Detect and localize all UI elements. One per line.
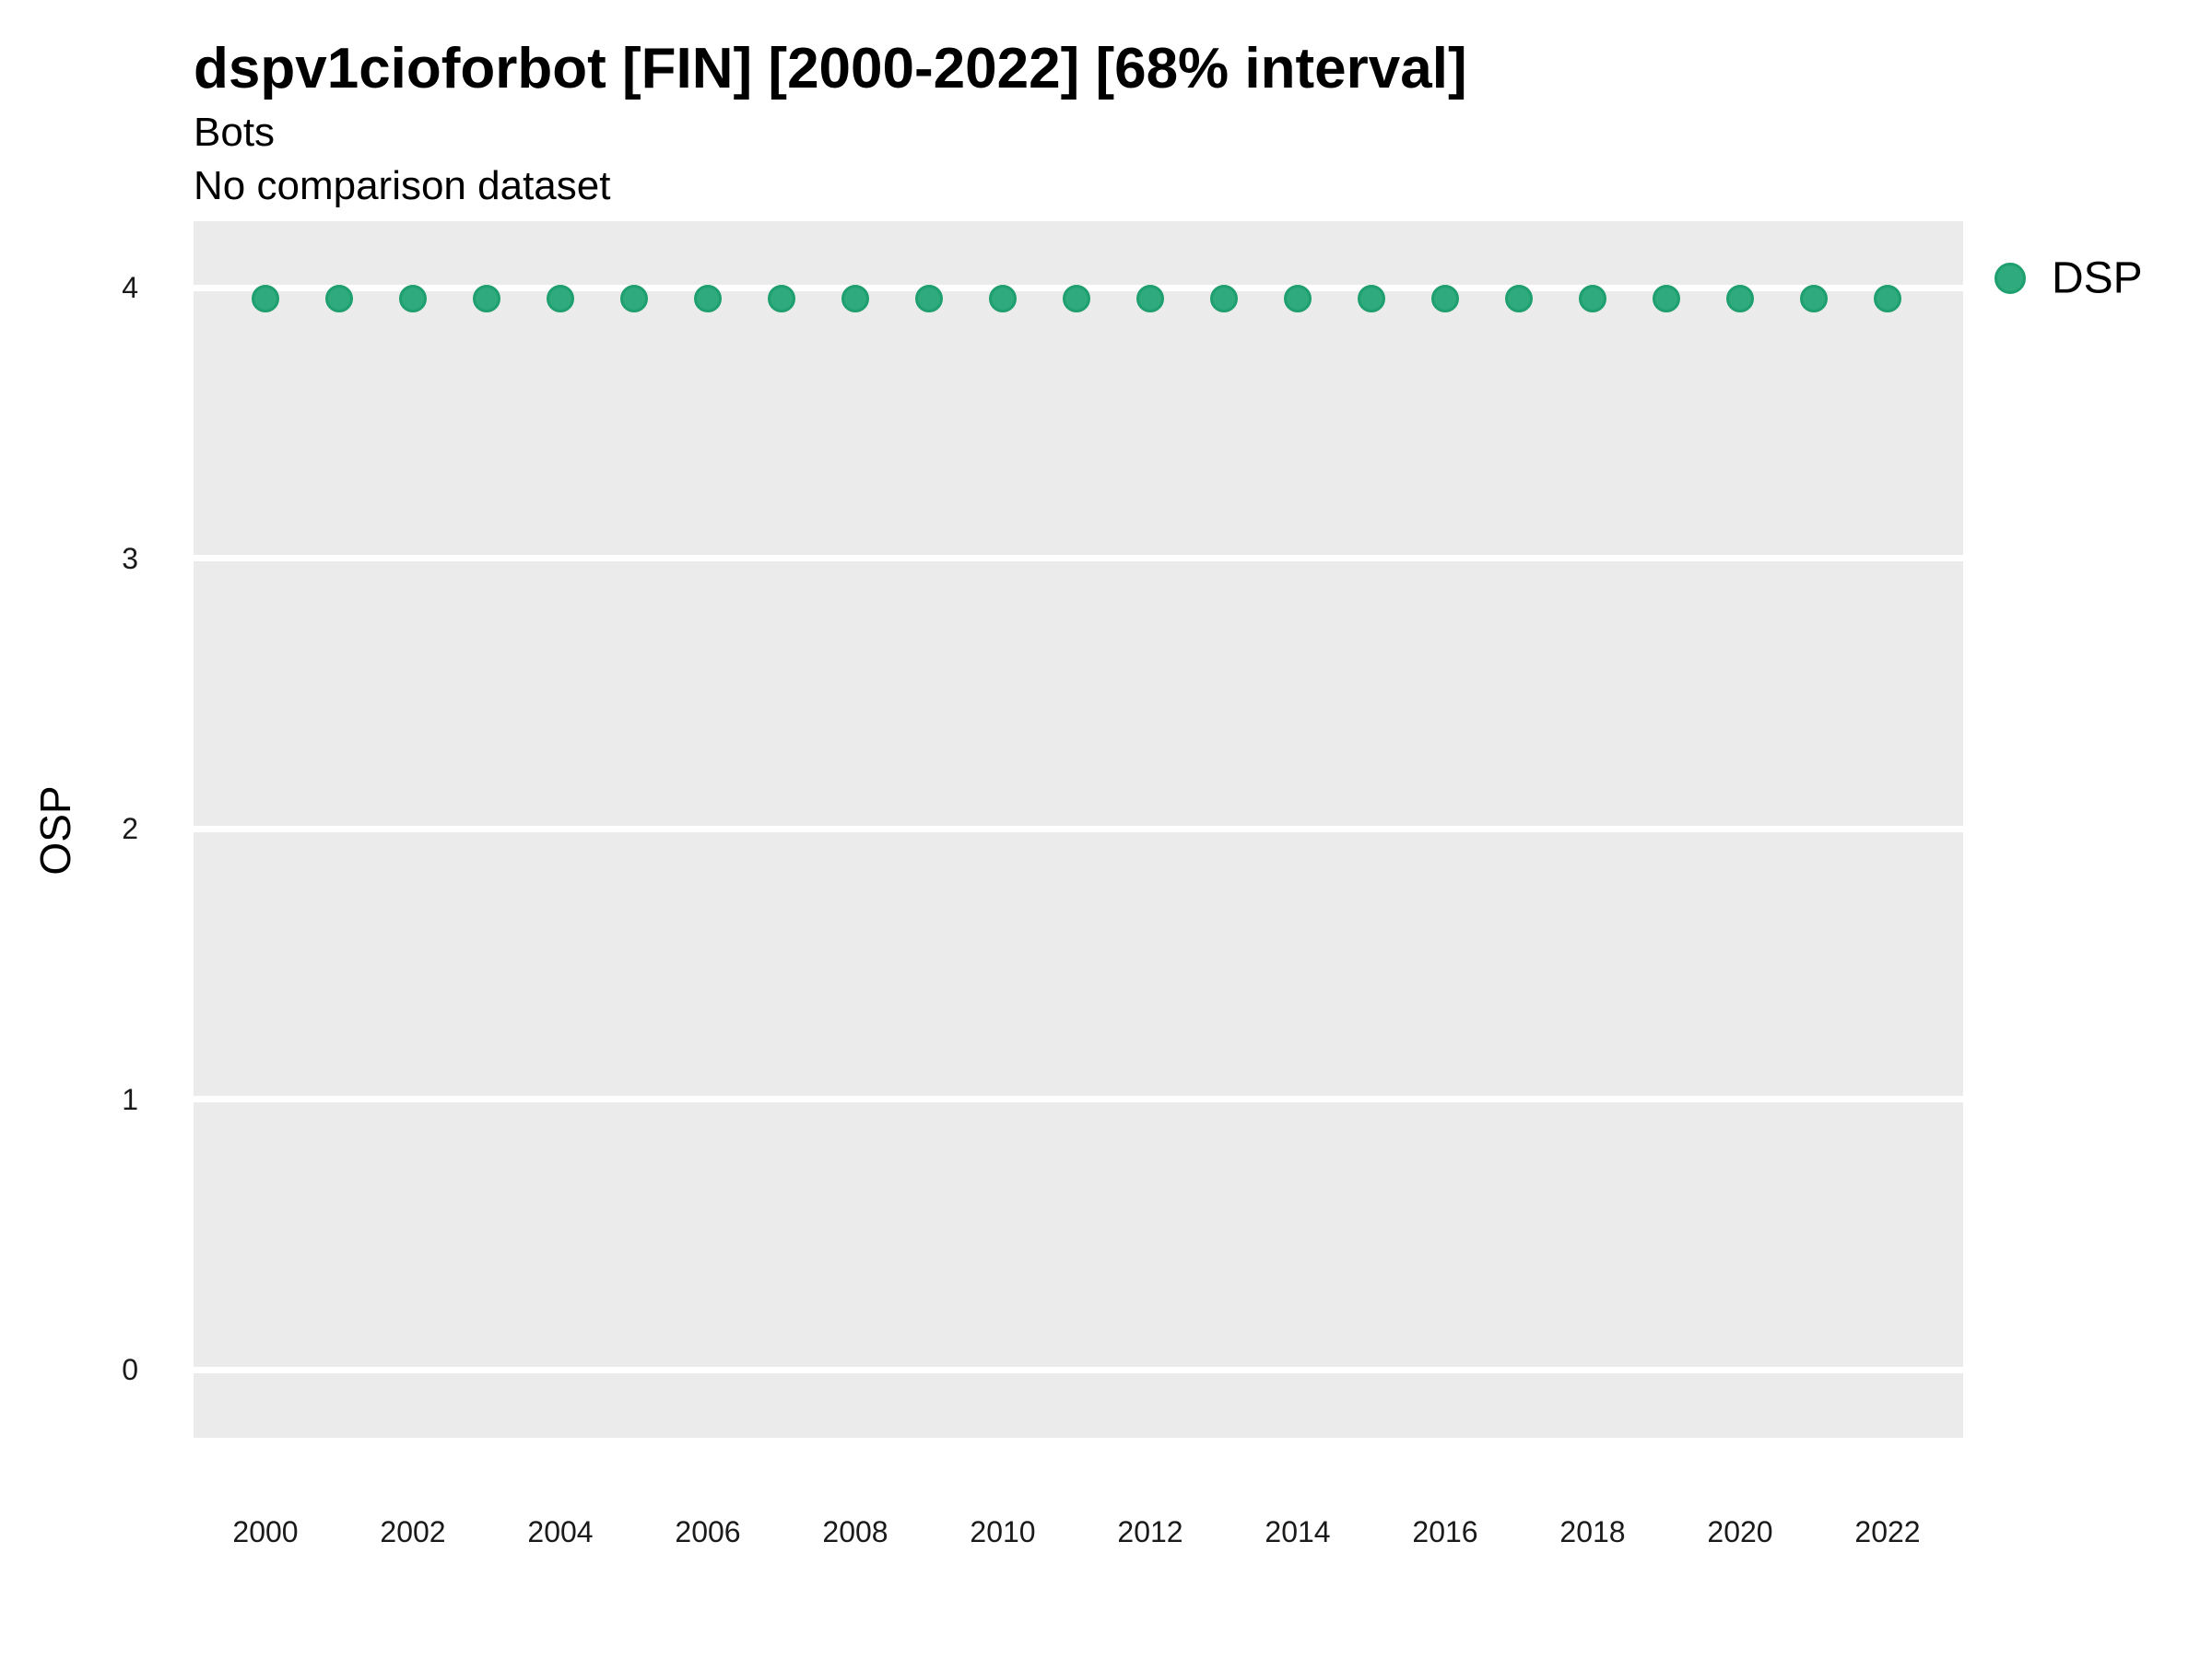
data-point-dsp-2019 — [1653, 284, 1680, 312]
y-tick-label-4: 4 — [122, 271, 138, 304]
chart-title: dspv1cioforbot [FIN] [2000-2022] [68% in… — [194, 37, 1467, 100]
data-point-dsp-2005 — [620, 284, 648, 312]
y-tick-label-2: 2 — [122, 812, 138, 845]
x-tick-label-2014: 2014 — [1265, 1515, 1331, 1548]
data-point-dsp-2015 — [1358, 284, 1385, 312]
grid-line-y-2 — [194, 825, 1963, 832]
x-tick-label-2008: 2008 — [822, 1515, 888, 1548]
data-point-dsp-2012 — [1136, 284, 1164, 312]
x-tick-label-2012: 2012 — [1117, 1515, 1183, 1548]
chart-subtitle: Bots — [194, 110, 276, 155]
data-point-dsp-2011 — [1063, 284, 1090, 312]
data-point-dsp-2000 — [252, 284, 279, 312]
legend-point-icon — [1994, 263, 2026, 294]
data-point-dsp-2003 — [473, 284, 500, 312]
data-point-dsp-2022 — [1874, 284, 1901, 312]
x-tick-label-2006: 2006 — [675, 1515, 741, 1548]
x-tick-label-2010: 2010 — [970, 1515, 1036, 1548]
x-tick-label-2020: 2020 — [1707, 1515, 1773, 1548]
y-tick-label-1: 1 — [122, 1082, 138, 1116]
plot-panel — [194, 221, 1963, 1438]
data-point-dsp-2010 — [989, 284, 1017, 312]
y-tick-label-0: 0 — [122, 1353, 138, 1386]
data-point-dsp-2006 — [694, 284, 722, 312]
grid-line-y-0 — [194, 1366, 1963, 1373]
x-tick-label-2022: 2022 — [1854, 1515, 1921, 1548]
x-tick-label-2004: 2004 — [527, 1515, 594, 1548]
data-point-dsp-2002 — [399, 284, 427, 312]
chart-subtitle-comparison: No comparison dataset — [194, 163, 611, 208]
data-point-dsp-2009 — [915, 284, 943, 312]
data-point-dsp-2013 — [1210, 284, 1238, 312]
data-point-dsp-2020 — [1726, 284, 1754, 312]
x-tick-label-2000: 2000 — [232, 1515, 299, 1548]
data-point-dsp-2007 — [768, 284, 795, 312]
data-point-dsp-2008 — [841, 284, 869, 312]
data-point-dsp-2017 — [1505, 284, 1533, 312]
data-point-dsp-2016 — [1431, 284, 1459, 312]
data-point-dsp-2001 — [325, 284, 353, 312]
x-tick-label-2002: 2002 — [380, 1515, 446, 1548]
grid-line-y-3 — [194, 555, 1963, 561]
y-tick-label-3: 3 — [122, 541, 138, 575]
data-point-dsp-2004 — [547, 284, 574, 312]
x-tick-label-2016: 2016 — [1412, 1515, 1478, 1548]
legend-label: DSP — [2052, 253, 2143, 303]
x-tick-label-2018: 2018 — [1559, 1515, 1626, 1548]
grid-line-y-1 — [194, 1096, 1963, 1102]
data-point-dsp-2014 — [1284, 284, 1312, 312]
data-point-dsp-2018 — [1579, 284, 1606, 312]
data-point-dsp-2021 — [1800, 284, 1828, 312]
